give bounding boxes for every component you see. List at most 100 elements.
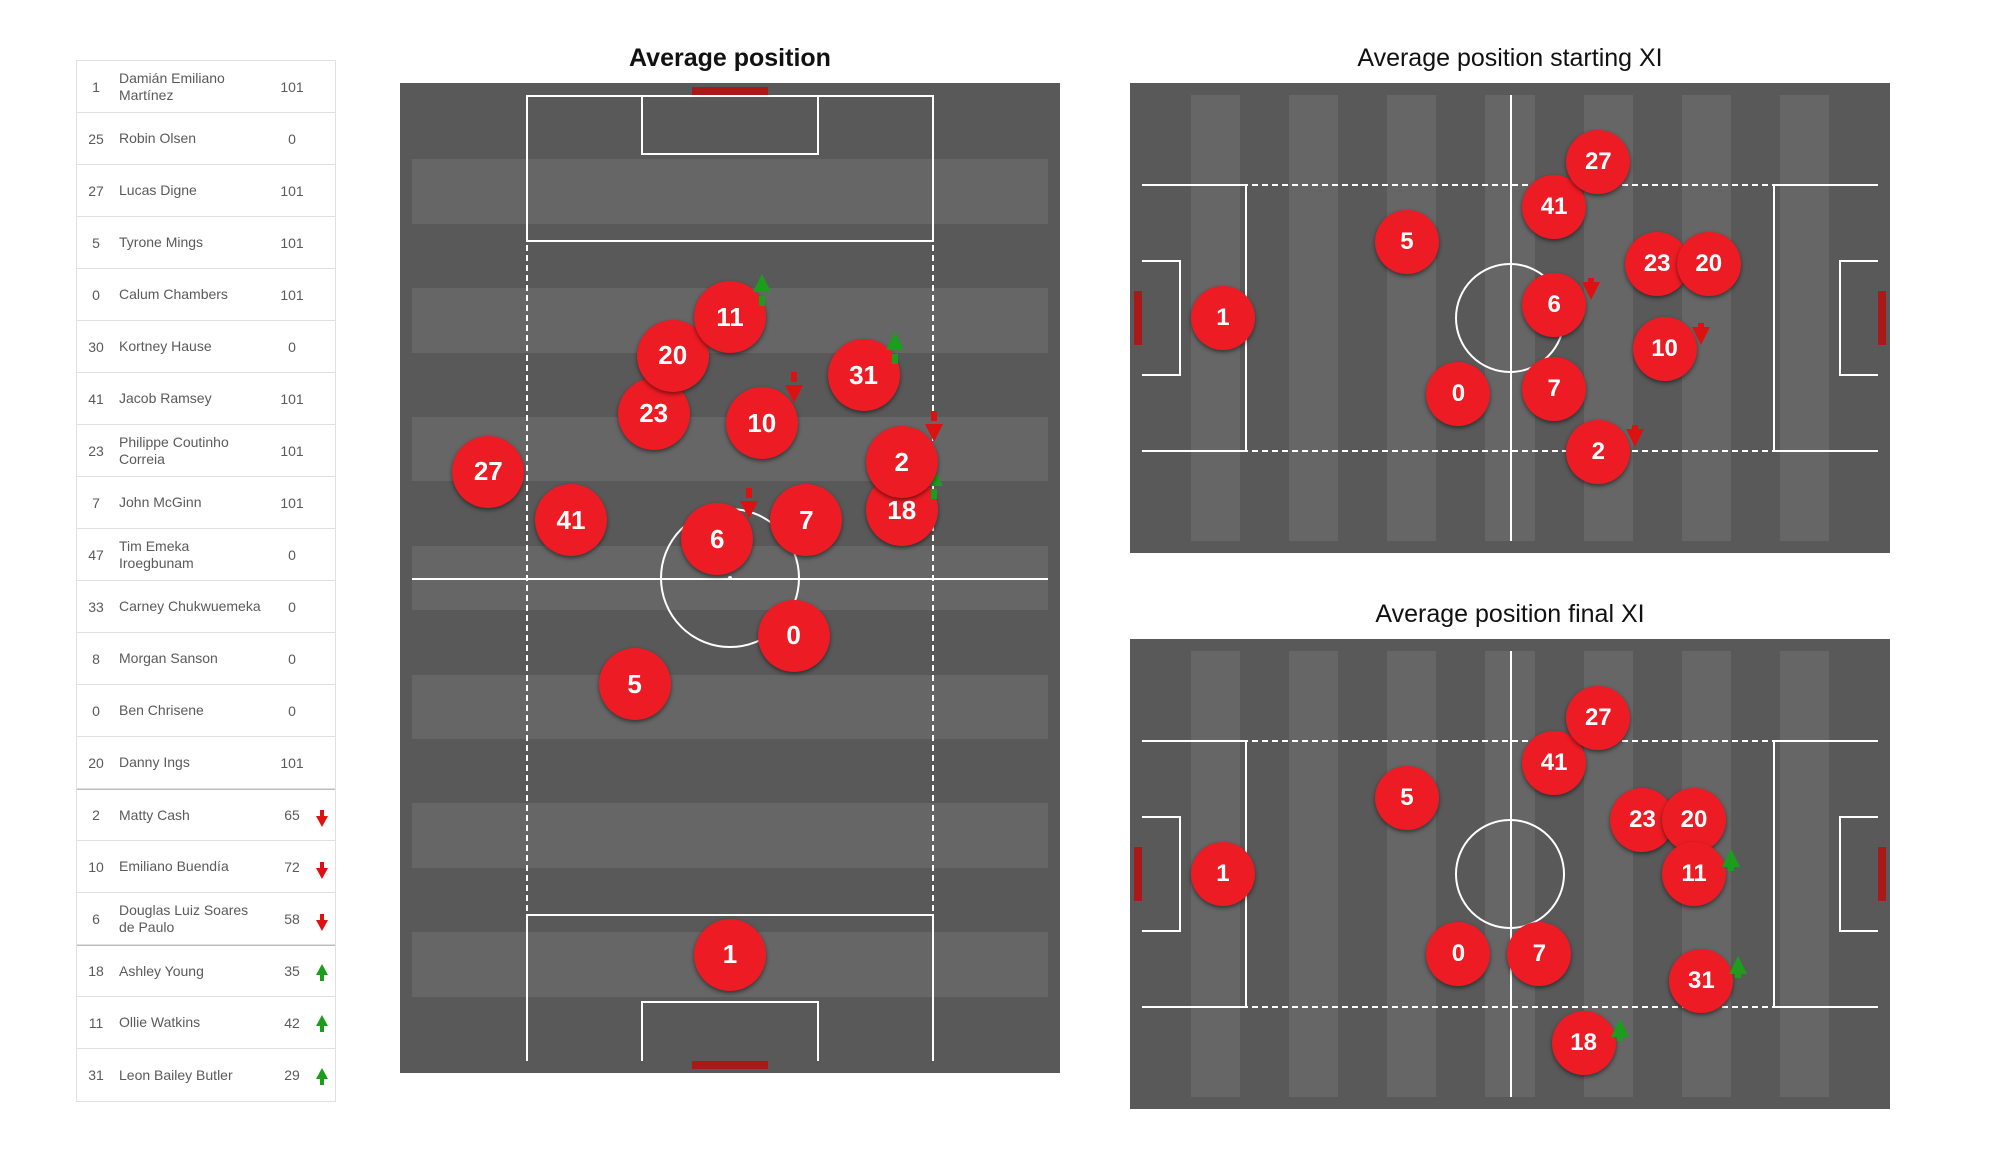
player-number: 41 <box>79 391 113 407</box>
player-minutes: 101 <box>273 391 311 407</box>
player-number: 25 <box>79 131 113 147</box>
player-marker: 5 <box>1375 210 1439 274</box>
player-minutes: 101 <box>273 79 311 95</box>
player-minutes: 101 <box>273 287 311 303</box>
arrow-up-icon <box>931 489 937 499</box>
arrow-down-icon <box>1582 282 1600 300</box>
table-row: 33Carney Chukwuemeka0 <box>77 581 335 633</box>
arrow-down-icon <box>925 424 943 442</box>
table-row: 30Kortney Hause0 <box>77 321 335 373</box>
final-pitch-wrap: Average position final XI 15041277232011… <box>1130 600 1890 1109</box>
player-name: Kortney Hause <box>113 338 273 355</box>
player-minutes: 101 <box>273 443 311 459</box>
player-marker: 5 <box>599 648 671 720</box>
player-name: Leon Bailey Butler <box>113 1067 273 1084</box>
player-minutes: 72 <box>273 859 311 875</box>
table-row: 23Philippe Coutinho Correia101 <box>77 425 335 477</box>
player-marker: 27 <box>1566 130 1630 194</box>
table-row: 5Tyrone Mings101 <box>77 217 335 269</box>
player-name: Philippe Coutinho Correia <box>113 434 273 468</box>
table-row: 6Douglas Luiz Soares de Paulo58 <box>77 893 335 945</box>
player-minutes: 0 <box>273 703 311 719</box>
table-row: 41Jacob Ramsey101 <box>77 373 335 425</box>
final-pitch-title: Average position final XI <box>1130 600 1890 629</box>
start-pitch-title: Average position starting XI <box>1130 44 1890 73</box>
player-minutes: 29 <box>273 1067 311 1083</box>
player-minutes: 65 <box>273 807 311 823</box>
player-marker: 18 <box>1552 1011 1616 1075</box>
player-arrow <box>311 1013 333 1032</box>
player-number: 33 <box>79 599 113 615</box>
player-minutes: 101 <box>273 183 311 199</box>
player-number: 5 <box>79 235 113 251</box>
player-minutes: 42 <box>273 1015 311 1031</box>
arrow-down-icon <box>791 372 797 382</box>
player-marker: 1 <box>1191 842 1255 906</box>
start-pitch-wrap: Average position starting XI 15041276723… <box>1130 44 1890 553</box>
table-row: 27Lucas Digne101 <box>77 165 335 217</box>
player-name: Ashley Young <box>113 963 273 980</box>
table-row: 8Morgan Sanson0 <box>77 633 335 685</box>
player-marker: 7 <box>1522 357 1586 421</box>
table-row: 25Robin Olsen0 <box>77 113 335 165</box>
table-row: 10Emiliano Buendía72 <box>77 841 335 893</box>
player-number: 2 <box>79 807 113 823</box>
arrow-down-icon <box>785 385 803 403</box>
player-number: 10 <box>79 859 113 875</box>
player-name: Calum Chambers <box>113 286 273 303</box>
player-number: 27 <box>79 183 113 199</box>
player-arrow <box>311 803 333 827</box>
arrow-down-icon <box>746 488 752 498</box>
main-pitch-title: Average position <box>400 44 1060 73</box>
arrow-up-icon <box>1729 956 1747 974</box>
player-name: Ben Chrisene <box>113 702 273 719</box>
player-minutes: 58 <box>273 911 311 927</box>
player-name: Jacob Ramsey <box>113 390 273 407</box>
player-number: 0 <box>79 703 113 719</box>
player-number: 20 <box>79 755 113 771</box>
player-name: Lucas Digne <box>113 182 273 199</box>
player-marker: 27 <box>452 436 524 508</box>
player-marker: 27 <box>1566 686 1630 750</box>
arrow-down-icon <box>1692 327 1710 345</box>
player-marker: 1 <box>694 919 766 991</box>
player-marker: 6 <box>1522 273 1586 337</box>
player-arrow <box>311 855 333 879</box>
start-pitch: 1504127672320102 <box>1130 83 1890 553</box>
arrow-down-icon <box>740 501 758 519</box>
player-number: 8 <box>79 651 113 667</box>
player-minutes: 0 <box>273 547 311 563</box>
arrow-up-icon <box>1722 849 1740 867</box>
player-marker: 10 <box>1633 317 1697 381</box>
player-number: 0 <box>79 287 113 303</box>
table-row: 7John McGinn101 <box>77 477 335 529</box>
arrow-up-icon <box>892 354 898 364</box>
player-marker: 41 <box>535 484 607 556</box>
player-name: Emiliano Buendía <box>113 858 273 875</box>
player-minutes: 101 <box>273 235 311 251</box>
player-minutes: 0 <box>273 651 311 667</box>
player-marker: 7 <box>770 484 842 556</box>
player-marker: 1 <box>1191 286 1255 350</box>
arrow-up-icon <box>753 274 771 292</box>
player-name: Danny Ings <box>113 754 273 771</box>
main-pitch: 1502741671822310312011 <box>400 83 1060 1073</box>
main-pitch-wrap: Average position 1502741671822310312011 <box>400 44 1060 1073</box>
player-minutes: 0 <box>273 131 311 147</box>
player-number: 7 <box>79 495 113 511</box>
player-marker: 31 <box>1669 949 1733 1013</box>
player-number: 23 <box>79 443 113 459</box>
arrow-down-icon <box>931 411 937 421</box>
player-number: 31 <box>79 1067 113 1083</box>
player-number: 6 <box>79 911 113 927</box>
player-name: Tyrone Mings <box>113 234 273 251</box>
player-name: Tim Emeka Iroegbunam <box>113 538 273 572</box>
player-name: Carney Chukwuemeka <box>113 598 273 615</box>
player-name: Damián Emiliano Martínez <box>113 70 273 104</box>
player-marker: 2 <box>1566 420 1630 484</box>
table-row: 47Tim Emeka Iroegbunam0 <box>77 529 335 581</box>
arrow-up-icon <box>886 332 904 350</box>
player-arrow <box>311 962 333 981</box>
table-row: 2Matty Cash65 <box>77 789 335 841</box>
player-marker: 7 <box>1507 922 1571 986</box>
